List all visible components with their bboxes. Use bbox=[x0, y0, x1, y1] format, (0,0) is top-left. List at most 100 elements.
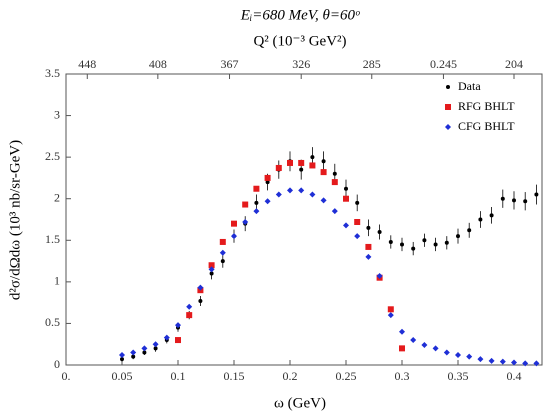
circle-marker bbox=[467, 228, 472, 233]
x-tick-label: 0.05 bbox=[112, 369, 133, 383]
diamond-marker bbox=[175, 322, 181, 329]
square-marker bbox=[275, 164, 282, 171]
diamond-marker bbox=[477, 356, 484, 363]
square-marker bbox=[309, 162, 316, 169]
diamond-marker bbox=[208, 266, 215, 273]
circle-marker bbox=[153, 346, 158, 351]
legend-marker bbox=[446, 85, 450, 89]
diamond-marker bbox=[522, 360, 529, 367]
circle-marker bbox=[411, 246, 416, 251]
circle-marker bbox=[120, 357, 124, 362]
chart-title: Eᵢ=680 MeV, θ=60ᵒ bbox=[240, 7, 360, 23]
diamond-marker bbox=[186, 303, 193, 310]
x2-tick-label: 408 bbox=[149, 57, 167, 71]
diamond-marker bbox=[331, 208, 338, 215]
circle-marker bbox=[534, 192, 539, 197]
circle-marker bbox=[400, 242, 404, 247]
x2-tick-label: 285 bbox=[363, 57, 381, 71]
x-axis-label: ω (GeV) bbox=[274, 395, 326, 411]
diamond-marker bbox=[466, 353, 473, 360]
y-tick-label: 2 bbox=[54, 190, 60, 204]
circle-marker bbox=[265, 180, 270, 185]
diamond-marker bbox=[533, 360, 540, 367]
square-marker bbox=[298, 159, 305, 166]
diamond-marker bbox=[242, 218, 249, 225]
diamond-marker bbox=[119, 352, 125, 359]
circle-marker bbox=[321, 159, 326, 164]
square-marker bbox=[365, 243, 372, 250]
diamond-marker bbox=[298, 187, 305, 194]
x-tick-label: 0.3 bbox=[395, 369, 410, 383]
x-tick-label: 0.4 bbox=[507, 369, 522, 383]
y-tick-label: 0.5 bbox=[45, 315, 60, 329]
circle-marker bbox=[220, 259, 225, 264]
x-tick-label: 0.25 bbox=[336, 369, 357, 383]
y-tick-label: 1.5 bbox=[45, 232, 60, 246]
circle-marker bbox=[209, 271, 214, 276]
circle-marker bbox=[299, 167, 304, 172]
diamond-marker bbox=[432, 345, 439, 352]
diamond-marker bbox=[376, 273, 383, 280]
square-marker bbox=[399, 345, 405, 352]
diamond-marker bbox=[488, 357, 495, 364]
diamond-marker bbox=[399, 328, 405, 335]
square-marker bbox=[219, 238, 226, 245]
circle-marker bbox=[355, 200, 360, 205]
circle-marker bbox=[344, 186, 348, 191]
circle-marker bbox=[377, 229, 382, 234]
diamond-marker bbox=[152, 341, 159, 348]
diamond-marker bbox=[253, 208, 260, 215]
y-tick-label: 2.5 bbox=[45, 149, 60, 163]
circle-marker bbox=[478, 217, 483, 222]
square-marker bbox=[320, 169, 327, 176]
legend-label: RFG BHLT bbox=[458, 99, 515, 113]
circle-marker bbox=[422, 238, 427, 243]
circle-marker bbox=[131, 354, 136, 359]
square-marker bbox=[242, 201, 249, 208]
x-tick-label: 0.1 bbox=[171, 369, 186, 383]
legend-marker bbox=[445, 104, 451, 110]
square-marker bbox=[264, 174, 271, 181]
diamond-marker bbox=[511, 359, 517, 366]
x2-tick-label: 367 bbox=[221, 57, 239, 71]
circle-marker bbox=[366, 225, 371, 230]
circle-marker bbox=[142, 350, 147, 355]
square-marker bbox=[253, 185, 260, 192]
y-tick-label: 3.5 bbox=[45, 66, 60, 80]
square-marker bbox=[175, 337, 181, 344]
diamond-marker bbox=[231, 233, 237, 240]
square-marker bbox=[331, 179, 338, 186]
diamond-marker bbox=[421, 342, 428, 349]
x-tick-label: 0.2 bbox=[283, 369, 298, 383]
square-marker bbox=[231, 220, 237, 227]
x2-axis-label: Q² (10⁻³ GeV²) bbox=[253, 33, 346, 49]
diamond-marker bbox=[320, 197, 327, 204]
x2-tick-label: 204 bbox=[505, 57, 523, 71]
y-axis-label: d²σ/dΩdω (10³ nb/sr-GeV) bbox=[7, 140, 23, 300]
circle-marker bbox=[512, 198, 516, 203]
diamond-marker bbox=[219, 249, 226, 256]
diamond-marker bbox=[287, 187, 293, 194]
circle-marker bbox=[500, 196, 505, 201]
circle-marker bbox=[456, 234, 460, 239]
circle-marker bbox=[332, 171, 337, 176]
legend-marker bbox=[445, 124, 451, 130]
diamond-marker bbox=[264, 198, 271, 205]
legend-label: CFG BHLT bbox=[458, 119, 515, 133]
circle-marker bbox=[310, 155, 315, 160]
x-tick-label: 0.35 bbox=[448, 369, 469, 383]
x2-tick-label: 326 bbox=[292, 57, 310, 71]
legend-label: Data bbox=[458, 79, 481, 93]
square-marker bbox=[354, 218, 361, 225]
diamond-marker bbox=[443, 349, 450, 356]
diamond-marker bbox=[365, 253, 372, 260]
diamond-marker bbox=[410, 337, 417, 344]
x2-tick-label: 0.245 bbox=[430, 57, 457, 71]
square-marker bbox=[387, 306, 394, 313]
x-tick-label: 0.15 bbox=[224, 369, 245, 383]
y-tick-label: 0 bbox=[54, 357, 60, 371]
diamond-marker bbox=[130, 349, 137, 356]
circle-marker bbox=[198, 298, 203, 303]
diamond-marker bbox=[354, 233, 361, 240]
